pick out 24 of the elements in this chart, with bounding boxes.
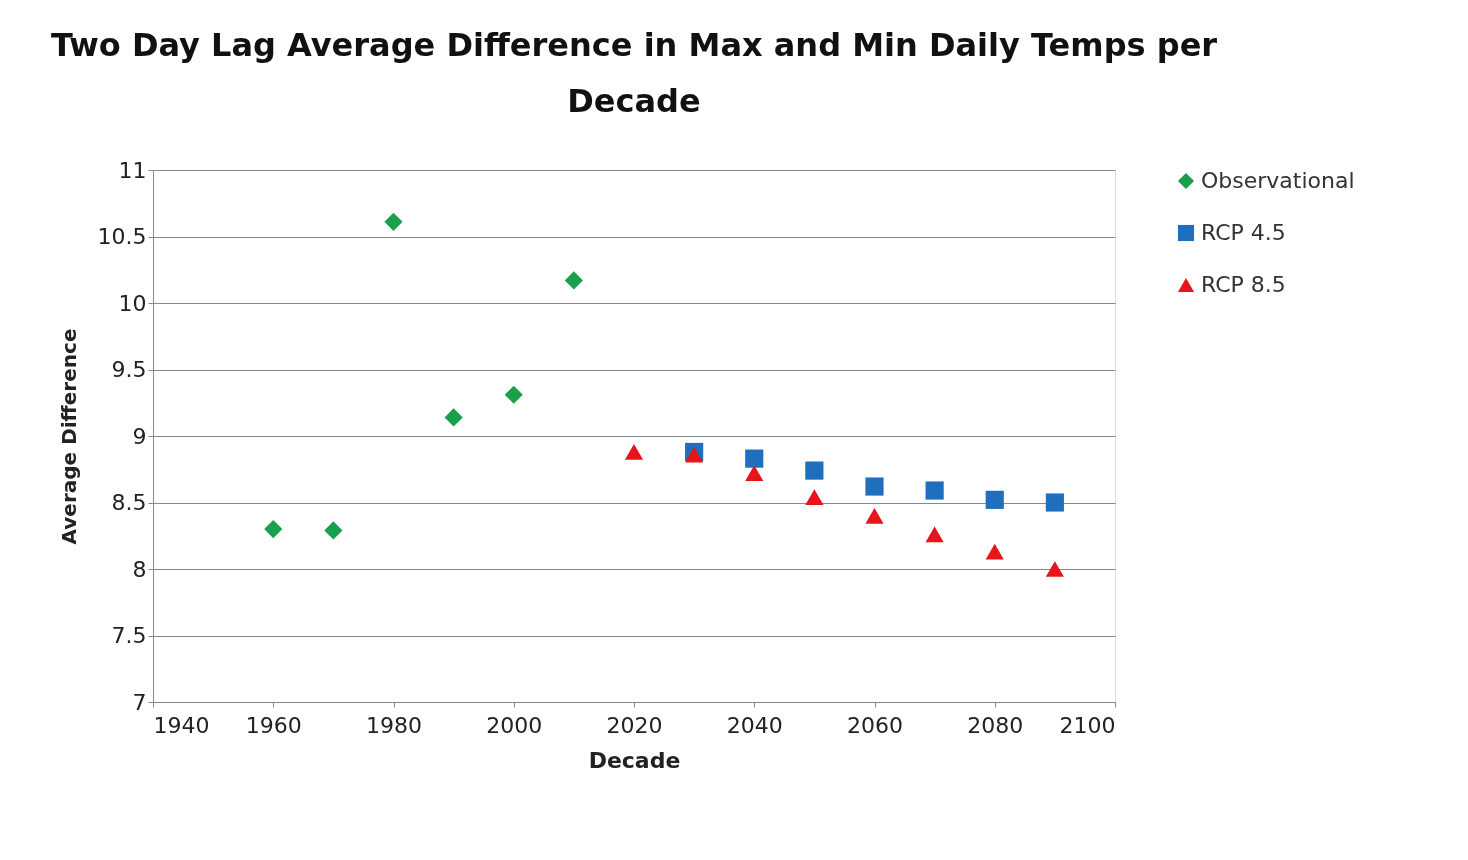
y-tick-label: 10 bbox=[118, 290, 147, 316]
legend-label: RCP 4.5 bbox=[1201, 220, 1286, 245]
x-tick-label: 2040 bbox=[726, 712, 783, 738]
legend-label: RCP 8.5 bbox=[1201, 272, 1286, 297]
x-tick-label: 1940 bbox=[153, 712, 210, 738]
x-tick-label: 2000 bbox=[486, 712, 543, 738]
y-tick-label: 10.5 bbox=[97, 224, 147, 249]
chart-title: Two Day Lag Average Difference in Max and Min Daily Temps per Decade bbox=[50, 26, 1218, 120]
y-axis-title: Average Difference bbox=[56, 328, 81, 545]
x-axis-title: Decade bbox=[588, 747, 681, 773]
x-tick-label: 2100 bbox=[1059, 712, 1116, 738]
y-tick-label: 8.5 bbox=[111, 490, 147, 515]
y-tick-label: 11 bbox=[118, 157, 147, 183]
y-tick-label: 7 bbox=[132, 689, 147, 715]
legend-label: Observational bbox=[1201, 168, 1355, 193]
y-tick-label: 9.5 bbox=[111, 357, 147, 382]
y-tick-label: 9 bbox=[132, 423, 147, 449]
x-tick-label: 1960 bbox=[245, 712, 302, 738]
x-tick-label: 2080 bbox=[967, 712, 1024, 738]
y-tick-label: 7.5 bbox=[111, 623, 147, 648]
y-tick-label: 8 bbox=[132, 556, 147, 582]
x-tick-label: 2020 bbox=[606, 712, 663, 738]
x-tick-label: 1980 bbox=[366, 712, 422, 738]
x-tick-label: 2060 bbox=[847, 712, 903, 738]
